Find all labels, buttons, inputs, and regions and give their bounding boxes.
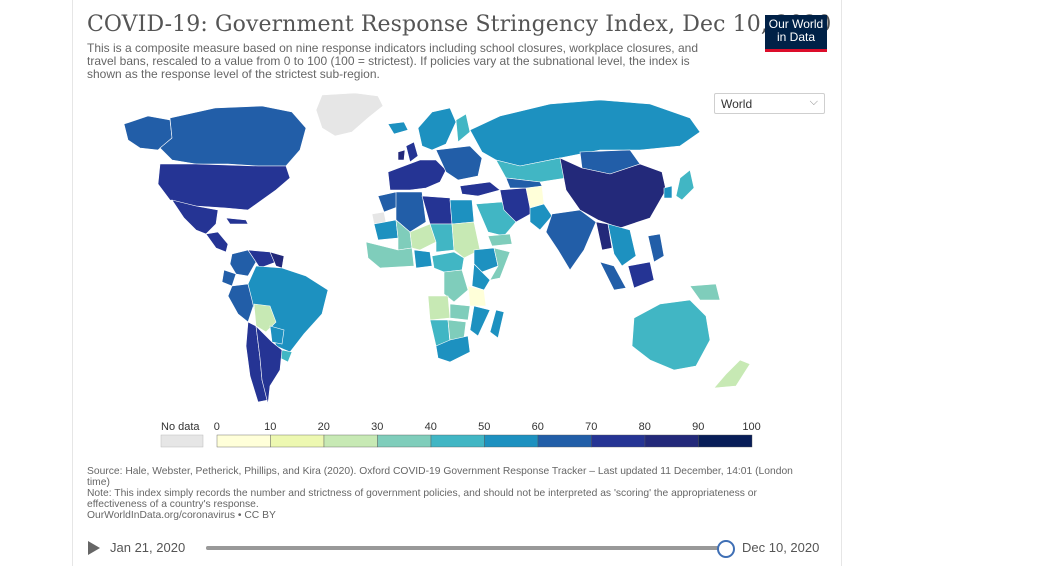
region-southeast-asia[interactable] bbox=[607, 223, 637, 267]
timeline-track-fill bbox=[206, 546, 726, 550]
timeline-end-date: Dec 10, 2020 bbox=[742, 540, 820, 555]
region-ireland[interactable] bbox=[397, 149, 406, 161]
region-cuba[interactable] bbox=[225, 217, 249, 225]
legend-tick-label: 30 bbox=[371, 421, 384, 433]
region-libya[interactable] bbox=[421, 195, 453, 225]
chevron-down-icon: ⌵ bbox=[809, 96, 818, 108]
region-australia[interactable] bbox=[631, 299, 711, 371]
region-canada[interactable] bbox=[159, 105, 307, 167]
region-egypt[interactable] bbox=[449, 199, 475, 225]
region-sumatra[interactable] bbox=[599, 261, 627, 291]
region-central-africa[interactable] bbox=[431, 251, 465, 273]
region-tanzania[interactable] bbox=[467, 285, 487, 307]
region-west-africa[interactable] bbox=[365, 241, 415, 269]
note-text: Note: This index simply records the numb… bbox=[87, 488, 757, 510]
legend-tick-label: 60 bbox=[531, 421, 544, 433]
region-japan[interactable] bbox=[675, 169, 695, 201]
legend-bin[interactable] bbox=[430, 434, 485, 448]
legend-tick-label: 50 bbox=[478, 421, 491, 433]
region-iceland[interactable] bbox=[387, 121, 409, 135]
legend-bin[interactable] bbox=[698, 434, 753, 448]
legend-bin[interactable] bbox=[644, 434, 699, 448]
logo-line-2: in Data bbox=[776, 30, 816, 44]
chart-subtitle: This is a composite measure based on nin… bbox=[87, 41, 698, 81]
region-scandinavia[interactable] bbox=[417, 107, 457, 151]
region-mozambique[interactable] bbox=[469, 305, 491, 337]
region-finland[interactable] bbox=[455, 113, 471, 143]
region-sudan[interactable] bbox=[451, 221, 481, 259]
timeline-slider-handle[interactable] bbox=[717, 540, 735, 558]
region-borneo[interactable] bbox=[627, 261, 655, 289]
region-madagascar[interactable] bbox=[489, 309, 505, 339]
legend-tick-label: 20 bbox=[317, 421, 330, 433]
play-icon[interactable] bbox=[88, 541, 100, 555]
region-iran[interactable] bbox=[499, 187, 535, 223]
legend-tick-label: 10 bbox=[264, 421, 277, 433]
chart-title: COVID-19: Government Response Stringency… bbox=[87, 12, 832, 37]
legend-tick-label: 70 bbox=[585, 421, 598, 433]
region-selector-value: World bbox=[721, 97, 753, 111]
region-somalia[interactable] bbox=[489, 247, 511, 281]
region-ecuador[interactable] bbox=[221, 269, 237, 287]
region-eastern-europe[interactable] bbox=[435, 145, 483, 181]
region-dr-congo[interactable] bbox=[443, 269, 469, 303]
region-angola[interactable] bbox=[427, 295, 451, 321]
region-myanmar[interactable] bbox=[595, 221, 613, 251]
region-china[interactable] bbox=[559, 157, 667, 229]
region-south-korea[interactable] bbox=[663, 185, 673, 199]
region-venezuela[interactable] bbox=[247, 249, 277, 269]
region-niger[interactable] bbox=[409, 223, 437, 251]
legend-bin[interactable] bbox=[484, 434, 539, 448]
legend-bin[interactable] bbox=[216, 434, 271, 448]
owid-logo[interactable]: Our World in Data bbox=[765, 15, 827, 52]
legend-tick-label: 100 bbox=[742, 421, 761, 433]
region-ethiopia[interactable] bbox=[473, 247, 499, 273]
region-central-america[interactable] bbox=[205, 231, 229, 253]
region-united-states[interactable] bbox=[157, 163, 291, 211]
legend-tick-label: 0 bbox=[213, 421, 220, 433]
region-papua-new-guinea[interactable] bbox=[689, 283, 721, 301]
legend-bin[interactable] bbox=[323, 434, 378, 448]
source-link[interactable]: OurWorldInData.org/coronavirus • CC BY bbox=[87, 510, 276, 521]
region-south-africa[interactable] bbox=[435, 335, 471, 363]
legend-no-data-swatch bbox=[160, 434, 204, 448]
legend-tick-label: 40 bbox=[424, 421, 437, 433]
region-yemen[interactable] bbox=[487, 233, 513, 247]
region-pakistan[interactable] bbox=[529, 203, 553, 231]
region-india[interactable] bbox=[545, 209, 597, 271]
region-turkey[interactable] bbox=[459, 181, 501, 197]
timeline-track[interactable] bbox=[206, 546, 726, 550]
region-algeria[interactable] bbox=[395, 191, 427, 233]
source-note: Source: Hale, Webster, Petherick, Philli… bbox=[87, 466, 807, 521]
region-argentina[interactable] bbox=[255, 325, 283, 405]
region-greenland[interactable] bbox=[315, 92, 384, 137]
region-central-asia[interactable] bbox=[505, 177, 543, 189]
timeline-start-date: Jan 21, 2020 bbox=[110, 540, 186, 555]
region-chad[interactable] bbox=[429, 223, 455, 253]
region-philippines[interactable] bbox=[647, 233, 665, 263]
region-united-kingdom[interactable] bbox=[405, 141, 419, 163]
legend-bin[interactable] bbox=[377, 434, 432, 448]
legend-tick-label: 80 bbox=[638, 421, 651, 433]
region-paraguay[interactable] bbox=[269, 325, 285, 345]
legend-no-data-label: No data bbox=[161, 421, 200, 433]
legend-tick-label: 90 bbox=[692, 421, 705, 433]
region-new-zealand[interactable] bbox=[713, 359, 751, 389]
region-selector[interactable]: World ⌵ bbox=[714, 93, 825, 114]
logo-line-1: Our World bbox=[768, 17, 824, 31]
region-zambia[interactable] bbox=[449, 303, 471, 321]
source-text: Source: Hale, Webster, Petherick, Philli… bbox=[87, 466, 793, 488]
legend-bin[interactable] bbox=[270, 434, 325, 448]
region-western-europe[interactable] bbox=[387, 159, 447, 191]
region-mexico[interactable] bbox=[171, 199, 219, 235]
legend-bin[interactable] bbox=[591, 434, 646, 448]
region-nigeria[interactable] bbox=[413, 249, 433, 269]
legend-bin[interactable] bbox=[537, 434, 592, 448]
